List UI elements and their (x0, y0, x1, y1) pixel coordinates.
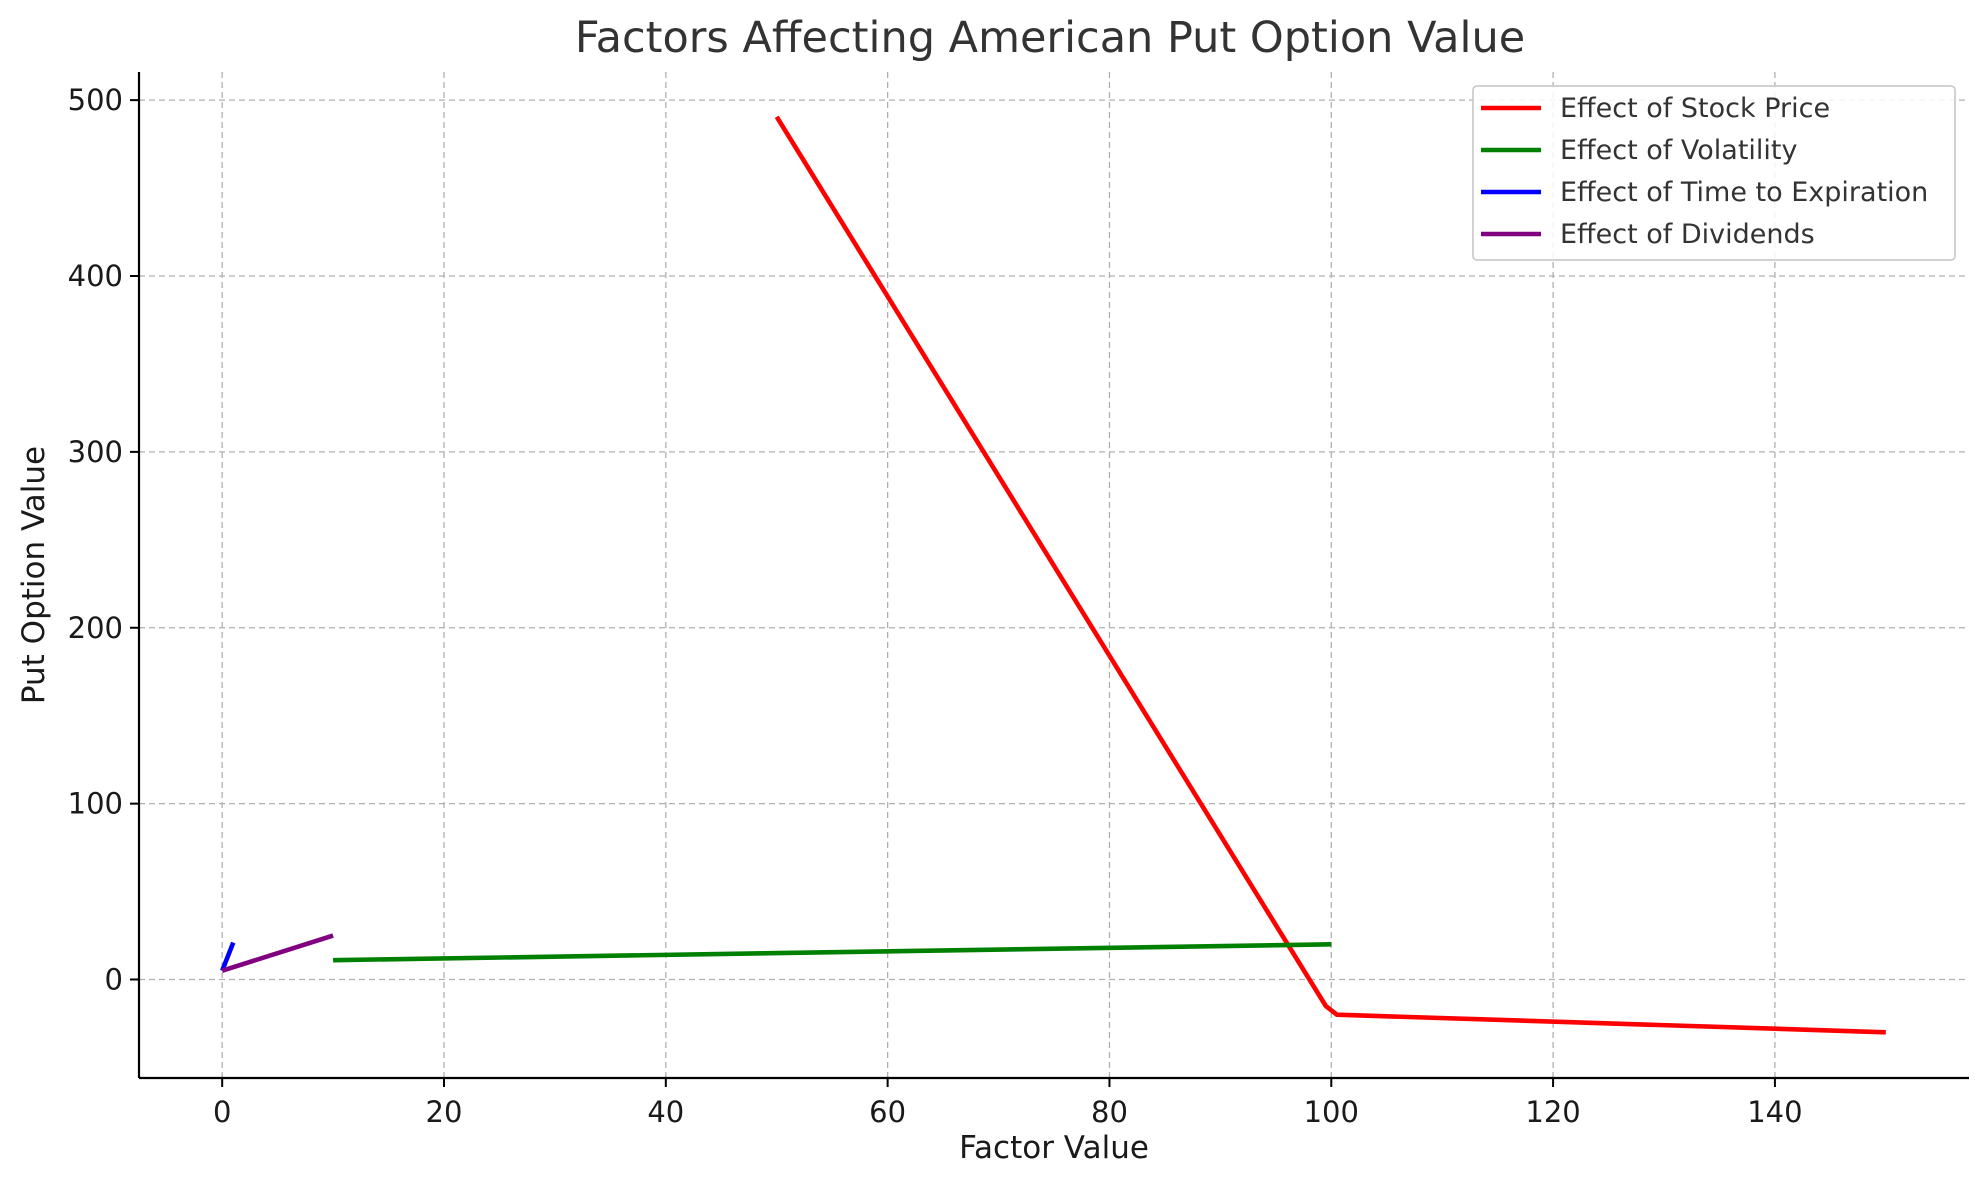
x-tick-label: 20 (426, 1095, 463, 1129)
x-tick-label: 60 (869, 1095, 906, 1129)
x-tick-label: 80 (1091, 1095, 1128, 1129)
x-axis-title: Factor Value (959, 1130, 1149, 1166)
x-tick-label: 0 (213, 1095, 231, 1129)
chart-title: Factors Affecting American Put Option Va… (575, 13, 1525, 63)
series-line-0 (774, 115, 1886, 1035)
series-line-3 (221, 933, 334, 973)
series-line-2 (220, 941, 236, 972)
y-tick-label: 100 (68, 787, 123, 821)
legend: Effect of Stock Price Effect of Volatilit… (1472, 85, 1956, 261)
legend-label: Effect of Stock Price (1560, 93, 1830, 124)
y-tick-label: 400 (68, 259, 123, 293)
y-tick-label: 0 (105, 963, 123, 997)
legend-box (1472, 85, 1956, 261)
y-tick-label: 500 (68, 83, 123, 117)
x-tick-label: 140 (1747, 1095, 1802, 1129)
legend-label: Effect of Time to Expiration (1560, 177, 1928, 208)
y-tick-label: 300 (68, 435, 123, 469)
series-line-1 (333, 942, 1332, 963)
x-tick-label: 120 (1525, 1095, 1580, 1129)
legend-label: Effect of Dividends (1560, 219, 1815, 250)
x-tick-label: 40 (647, 1095, 684, 1129)
ticks: 0 20 40 60 80 100 120 140 0 100 200 300 400 500 (68, 83, 1803, 1129)
y-tick-label: 200 (68, 611, 123, 645)
data-series (220, 115, 1886, 1035)
legend-label: Effect of Volatility (1560, 135, 1798, 166)
x-tick-label: 100 (1304, 1095, 1359, 1129)
y-axis-title: Put Option Value (16, 446, 52, 704)
